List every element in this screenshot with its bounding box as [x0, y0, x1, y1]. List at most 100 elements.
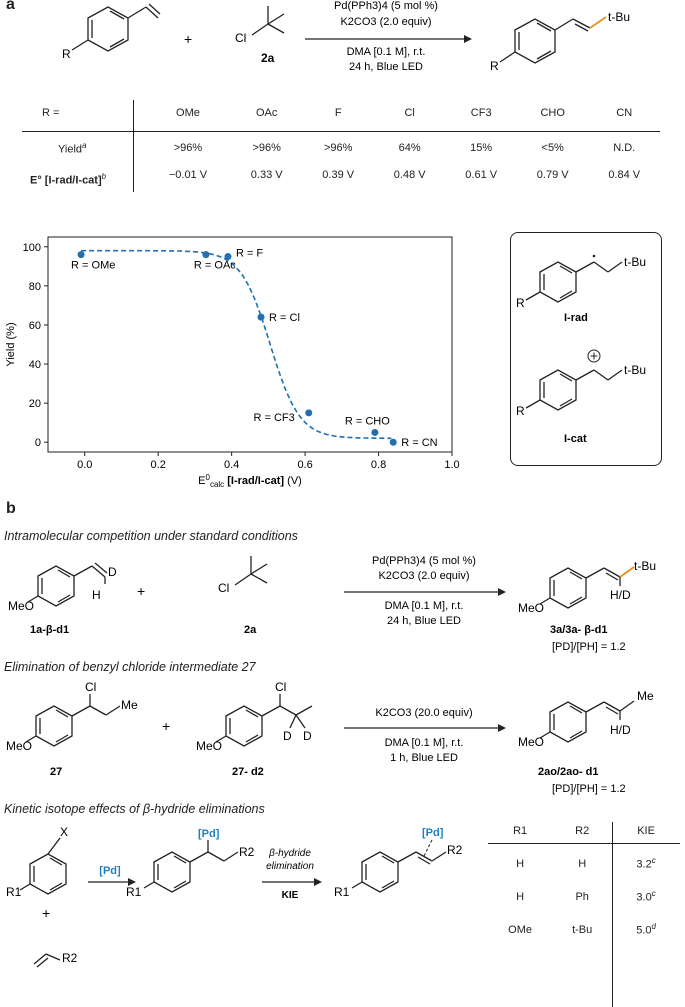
data-point-label: R = CF3	[253, 412, 294, 424]
yield-OMe: >96%	[173, 141, 203, 154]
halide-cl: Cl	[235, 31, 246, 45]
data-point	[202, 251, 210, 259]
s3-int-pd: [Pd]	[198, 828, 220, 840]
s2-plus: +	[162, 718, 170, 734]
section3-scheme: X R1 + R2 [Pd] [Pd] R2 R1 β-hydride elim…	[6, 825, 463, 968]
E-F: 0.39 V	[322, 168, 355, 181]
col-F: F	[334, 106, 342, 119]
data-point-label: R = CN	[401, 437, 437, 449]
col-OAc: OAc	[255, 106, 278, 119]
s1-MeO: MeO	[8, 599, 34, 613]
data-point-label: R = CHO	[345, 415, 390, 427]
s2-b-label: 27- d2	[232, 766, 264, 778]
s2-cond-1: DMA [0.1 M], r.t.	[385, 737, 464, 749]
x-tick-label: 0.2	[151, 459, 166, 471]
styrene-structure	[71, 3, 161, 52]
cond-a-1: DMA [0.1 M], r.t.	[347, 46, 426, 58]
x-tick-label: 1.0	[444, 459, 459, 471]
s2-a-cl: Cl	[85, 680, 96, 694]
E-CF3: 0.61 V	[465, 168, 498, 181]
s2-cond-2: 1 h, Blue LED	[390, 752, 458, 764]
y-tick-label: 20	[29, 398, 41, 410]
s1-prod-tbu: t-Bu	[634, 559, 656, 573]
kie-cell: H	[516, 890, 525, 903]
col-CF3: CF3	[470, 106, 492, 119]
plus-a: +	[184, 31, 192, 47]
s3-step1-pd: [Pd]	[99, 865, 121, 877]
table-a-header-row: OMe OAc F Cl CF3 CHO CN	[145, 99, 660, 126]
table-a-rh-yield: Yielda	[58, 141, 87, 156]
label-i-rad: I-rad	[564, 312, 588, 324]
s1-D: D	[108, 565, 117, 579]
x-axis-label: E0calc [I-rad/I-cat] (V)	[198, 473, 302, 487]
kie-table-rule	[488, 843, 680, 844]
s1-reagent-2: K2CO3 (2.0 equiv)	[378, 570, 469, 582]
yield-Cl: 64%	[398, 141, 421, 154]
s1-cond-1: DMA [0.1 M], r.t.	[385, 600, 464, 612]
cat-R: R	[516, 404, 525, 418]
data-point	[257, 313, 265, 321]
y-tick-label: 80	[29, 281, 41, 293]
s2-prod-HD: H/D	[610, 723, 631, 737]
kie-cell: 3.0c	[636, 889, 656, 904]
kie-h-kie: KIE	[637, 824, 655, 837]
col-CHO: CHO	[540, 106, 565, 119]
kie-h-r1: R1	[513, 824, 528, 837]
kie-cell: 5.0d	[636, 922, 656, 937]
s1-reagent-1: Pd(PPh3)4 (5 mol %)	[372, 555, 476, 567]
data-point	[224, 253, 232, 261]
table-a-potential-row: −0.01 V 0.33 V 0.39 V 0.48 V 0.61 V 0.79…	[145, 161, 660, 188]
kie-cell: Ph	[575, 890, 589, 903]
s1-prod-label: 3a/3a- β-d1	[550, 624, 607, 636]
s3-prod-pd: [Pd]	[422, 827, 444, 839]
kie-row: OMe t-Bu 5.0d	[488, 913, 680, 946]
x-tick-label: 0.4	[224, 459, 239, 471]
s2-prod-label: 2ao/2ao- d1	[538, 766, 599, 778]
s2-reagent: K2CO3 (20.0 equiv)	[375, 707, 472, 719]
E-Cl: 0.48 V	[393, 168, 426, 181]
s3-step2-1: β-hydride	[268, 848, 311, 859]
s2-prod-MeO: MeO	[518, 735, 544, 749]
kie-cell: H	[516, 857, 525, 870]
s3-plus: +	[42, 905, 50, 921]
E-OAc: 0.33 V	[250, 168, 283, 181]
s3-int-R2: R2	[239, 845, 255, 859]
col-CN: CN	[616, 106, 633, 119]
fit-curve	[81, 249, 392, 440]
rad-tbu: t-Bu	[624, 255, 646, 269]
table-a-vrule	[133, 100, 134, 192]
kie-table-vrule	[612, 822, 613, 1007]
col-Cl: Cl	[404, 106, 415, 119]
table-a-rh-R: R =	[42, 107, 60, 119]
label-i-cat: I-cat	[564, 433, 587, 445]
data-point	[77, 251, 85, 259]
s1-prod-HD: H/D	[610, 588, 631, 602]
s2-a-me: Me	[121, 698, 138, 712]
table-a: OMe OAc F Cl CF3 CHO CN >96% >96% >96% 6…	[145, 99, 660, 188]
kie-header-row: R1 R2 KIE	[488, 814, 680, 847]
y-tick-label: 100	[23, 242, 41, 254]
E-CHO: 0.79 V	[536, 168, 569, 181]
data-point	[389, 438, 397, 446]
section2-heading: Elimination of benzyl chloride intermedi…	[4, 660, 256, 674]
tbucl-structure	[251, 6, 285, 36]
intermediates-box	[510, 232, 662, 466]
cat-tbu: t-Bu	[624, 363, 646, 377]
plot-frame	[47, 236, 453, 453]
s3-R1: R1	[6, 885, 22, 899]
x-tick-label: 0.8	[371, 459, 386, 471]
s3-int-R1: R1	[126, 885, 142, 899]
table-a-rule	[22, 131, 660, 132]
reagent-a-2: K2CO3 (2.0 equiv)	[340, 16, 431, 28]
s2-prod-me: Me	[637, 689, 654, 703]
yield-F: >96%	[323, 141, 353, 154]
s1-prod-MeO: MeO	[518, 601, 544, 615]
data-point-label: R = Cl	[269, 312, 300, 324]
s3-prod-R2: R2	[447, 843, 463, 857]
s2-a-label: 27	[50, 766, 62, 778]
table-a-rh-E: E° [I-rad/I-cat]b	[30, 172, 107, 187]
product-a-tbu: t-Bu	[608, 10, 630, 24]
kie-cell: H	[578, 857, 587, 870]
reaction-scheme-a: R + Cl 2a Pd(PPh3)4 (5 mol %) K2CO3 (2.0…	[62, 0, 630, 73]
data-point-label: R = OMe	[71, 260, 115, 272]
